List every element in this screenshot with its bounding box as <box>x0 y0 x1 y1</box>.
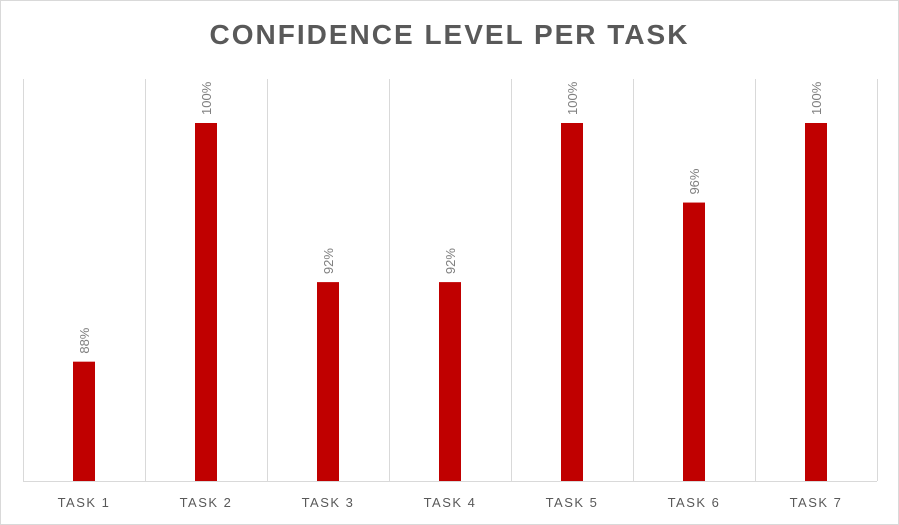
chart-title: CONFIDENCE LEVEL PER TASK <box>209 19 690 50</box>
bar <box>439 282 461 481</box>
x-tick-label: TASK 1 <box>58 495 111 510</box>
bar <box>195 123 217 481</box>
x-tick-label: TASK 2 <box>180 495 233 510</box>
data-label: 92% <box>321 248 336 274</box>
x-tick-label: TASK 7 <box>790 495 843 510</box>
data-label: 96% <box>687 168 702 194</box>
bar <box>317 282 339 481</box>
x-tick-label: TASK 3 <box>302 495 355 510</box>
bar <box>805 123 827 481</box>
data-label: 92% <box>443 248 458 274</box>
data-label: 100% <box>809 81 824 115</box>
data-label: 100% <box>199 81 214 115</box>
data-label: 100% <box>565 81 580 115</box>
x-tick-label: TASK 6 <box>668 495 721 510</box>
bar <box>683 202 705 482</box>
x-tick-label: TASK 4 <box>424 495 477 510</box>
bar <box>561 123 583 481</box>
x-tick-label: TASK 5 <box>546 495 599 510</box>
bar <box>73 361 95 481</box>
data-label: 88% <box>77 327 92 353</box>
